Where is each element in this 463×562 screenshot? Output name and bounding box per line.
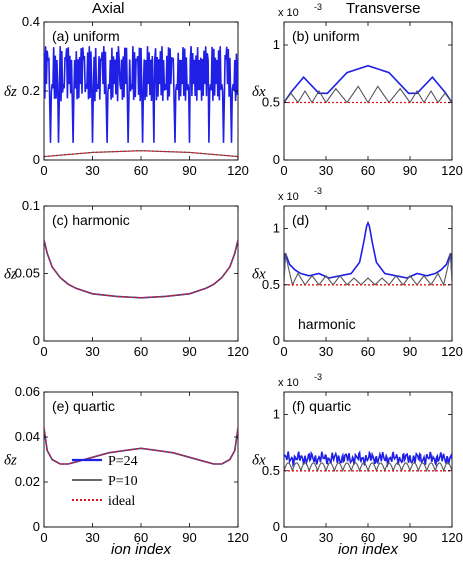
series-ideal-a <box>44 150 238 158</box>
xtick-label-c: 30 <box>85 344 99 359</box>
ytick-label-a: 0.2 <box>22 83 40 98</box>
panel-title-d: (d) <box>292 212 309 228</box>
series-P10-c <box>44 239 238 299</box>
series-P10-e <box>44 427 238 465</box>
series-P10-f <box>284 462 452 473</box>
xtick-label-d: 60 <box>361 344 375 359</box>
ytick-label-a: 0 <box>33 152 40 167</box>
series-P24-d <box>284 220 452 279</box>
ylabel-d: δx <box>252 267 266 283</box>
series-P24-c <box>44 239 238 299</box>
ytick-label-b: 0 <box>273 152 280 167</box>
panel-title-b: (b) uniform <box>292 28 360 44</box>
panel-title-f: (f) quartic <box>292 398 351 414</box>
series-P24-b <box>284 64 452 103</box>
transverse-header: Transverse <box>346 0 421 17</box>
xtick-label-a: 30 <box>85 163 99 178</box>
ylabel-a: δz <box>4 84 17 100</box>
series-P10-b <box>284 85 452 104</box>
multiplier-d: x 10 <box>278 191 299 203</box>
xtick-label-b: 60 <box>361 163 375 178</box>
multiplier-exp-d: -3 <box>314 186 322 196</box>
xtick-label-d: 90 <box>403 344 417 359</box>
legend-label-P24: P=24 <box>108 454 138 469</box>
xtick-label-b: 90 <box>403 163 417 178</box>
xtick-label-c: 90 <box>182 344 196 359</box>
axial-header: Axial <box>92 0 125 17</box>
ylabel-c: δz <box>4 267 17 283</box>
ytick-label-f: 0.5 <box>262 463 280 478</box>
xtick-label-e: 0 <box>40 530 47 545</box>
ylabel-f: δx <box>252 453 266 469</box>
xtick-label-f: 0 <box>280 530 287 545</box>
series-ideal-c <box>44 239 238 299</box>
xtick-label-e: 30 <box>85 530 99 545</box>
ytick-label-d: 0 <box>273 333 280 348</box>
xtick-label-f: 90 <box>403 530 417 545</box>
xtick-label-b: 0 <box>280 163 287 178</box>
panel-title-e: (e) quartic <box>52 398 115 414</box>
xtick-label-e: 120 <box>227 530 249 545</box>
ytick-label-c: 0.05 <box>15 266 40 281</box>
series-P24-a <box>44 46 238 143</box>
series-P10-d <box>284 253 452 287</box>
xtick-label-c: 60 <box>134 344 148 359</box>
ytick-label-e: 0.04 <box>15 429 40 444</box>
ytick-label-f: 0 <box>273 519 280 534</box>
ytick-label-d: 0.5 <box>262 277 280 292</box>
xtick-label-d: 30 <box>319 344 333 359</box>
ytick-label-e: 0.06 <box>15 384 40 399</box>
xtick-label-c: 0 <box>40 344 47 359</box>
ylabel-e: δz <box>4 453 17 469</box>
legend-label-ideal: ideal <box>108 494 135 509</box>
legend-label-P10: P=10 <box>108 474 138 489</box>
ytick-label-a: 0.4 <box>22 14 40 29</box>
xtick-label-f: 120 <box>441 530 463 545</box>
xtick-label-f: 60 <box>361 530 375 545</box>
xlabel-left: ion index <box>111 541 172 558</box>
ytick-label-c: 0 <box>33 333 40 348</box>
ylabel-b: δx <box>252 84 266 100</box>
xtick-label-a: 0 <box>40 163 47 178</box>
multiplier-f: x 10 <box>278 377 299 389</box>
ytick-label-e: 0.02 <box>15 474 40 489</box>
xtick-label-a: 90 <box>182 163 196 178</box>
xtick-label-b: 120 <box>441 163 463 178</box>
multiplier-exp-f: -3 <box>314 372 322 382</box>
xtick-label-e: 60 <box>134 530 148 545</box>
xtick-label-a: 60 <box>134 163 148 178</box>
series-P24-e <box>44 427 238 465</box>
xtick-label-f: 30 <box>319 530 333 545</box>
ytick-label-e: 0 <box>33 519 40 534</box>
series-ideal-e <box>44 427 238 465</box>
ytick-label-f: 1 <box>273 407 280 422</box>
panel-annotation-d: harmonic <box>298 316 356 332</box>
ytick-label-b: 0.5 <box>262 95 280 110</box>
multiplier-b: x 10 <box>278 7 299 19</box>
xtick-label-d: 0 <box>280 344 287 359</box>
ytick-label-d: 1 <box>273 221 280 236</box>
panel-title-a: (a) uniform <box>52 28 120 44</box>
multiplier-exp-b: -3 <box>314 2 322 12</box>
xtick-label-a: 120 <box>227 163 249 178</box>
ytick-label-b: 1 <box>273 37 280 52</box>
panel-title-c: (c) harmonic <box>52 212 130 228</box>
xtick-label-e: 90 <box>182 530 196 545</box>
xtick-label-c: 120 <box>227 344 249 359</box>
xtick-label-d: 120 <box>441 344 463 359</box>
xlabel-right: ion index <box>338 541 399 558</box>
xtick-label-b: 30 <box>319 163 333 178</box>
ytick-label-c: 0.1 <box>22 198 40 213</box>
series-P24-f <box>284 450 452 468</box>
